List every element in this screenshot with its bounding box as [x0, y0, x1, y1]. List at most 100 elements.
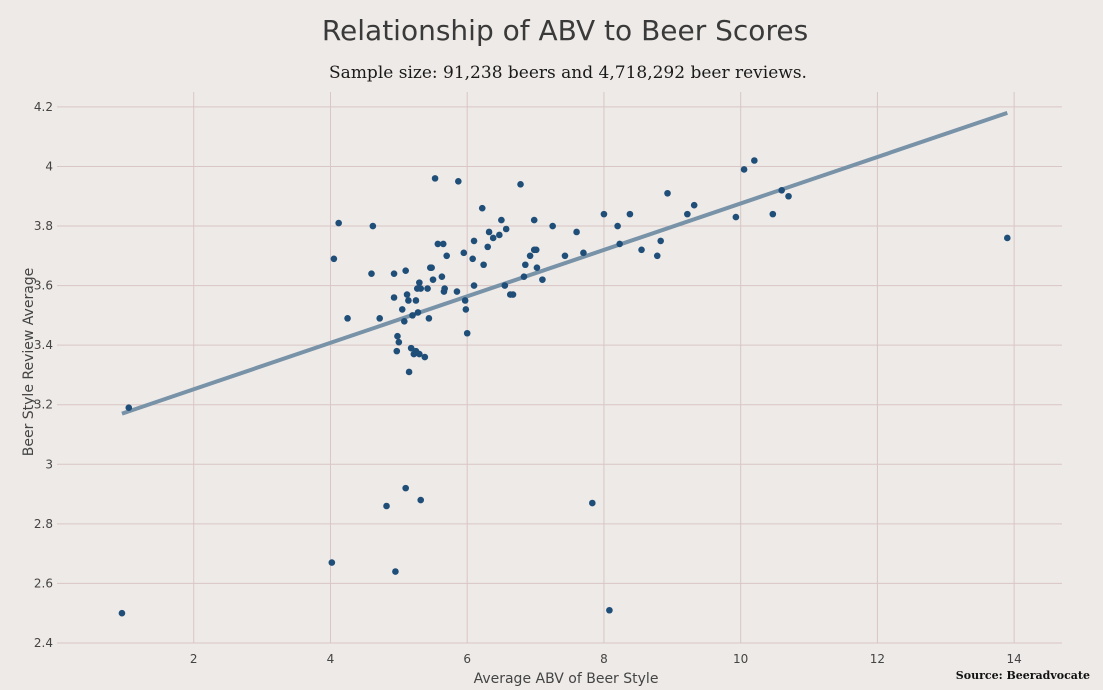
data-point — [778, 186, 785, 194]
data-point — [390, 270, 398, 277]
data-point — [383, 502, 390, 510]
data-point — [402, 267, 409, 275]
data-point — [462, 306, 470, 313]
source-note: Source: Beeradvocate — [955, 669, 1090, 682]
chart-title: Relationship of ABV to Beer Scores — [321, 14, 809, 47]
y-tick-label: 2.8 — [34, 517, 53, 531]
trendline-group — [121, 110, 1008, 416]
data-point — [398, 306, 406, 313]
data-point — [443, 252, 450, 260]
x-tick-label: 10 — [733, 652, 748, 666]
data-point — [425, 315, 433, 322]
data-point — [416, 350, 423, 358]
data-point — [526, 252, 534, 260]
data-point — [461, 297, 469, 304]
tick-labels: 2.4 2.6 2.8 3 3.2 3.4 3.6 3.8 4 4.2 2 4 6 8 10 12 14 — [34, 100, 1022, 666]
data-point — [484, 243, 492, 251]
data-point — [653, 252, 661, 260]
data-point — [589, 499, 596, 507]
data-point — [328, 559, 336, 566]
data-point — [496, 231, 503, 239]
x-axis-title: Average ABV of Beer Style — [474, 671, 659, 687]
data-point — [409, 312, 416, 319]
x-tick-label: 4 — [327, 652, 335, 666]
data-point — [751, 157, 758, 164]
data-point — [573, 228, 580, 236]
data-point — [522, 261, 529, 269]
trendline — [121, 110, 1008, 416]
data-point — [740, 166, 748, 173]
y-tick-label: 3.2 — [34, 398, 53, 412]
y-tick-label: 4 — [45, 159, 53, 173]
data-point — [539, 276, 546, 283]
data-point — [407, 344, 415, 352]
data-point — [416, 279, 423, 286]
data-point — [549, 222, 556, 230]
data-point — [732, 213, 740, 221]
data-point — [561, 252, 569, 260]
data-point — [438, 273, 446, 280]
data-point — [376, 315, 383, 322]
data-point — [118, 609, 126, 617]
data-point — [414, 309, 422, 316]
data-point — [441, 285, 448, 292]
data-point — [417, 496, 425, 504]
data-point — [614, 222, 621, 230]
data-point — [439, 240, 447, 248]
data-point — [478, 204, 486, 212]
data-point — [368, 270, 375, 277]
chart-subtitle: Sample size: 91,238 beers and 4,718,292 … — [329, 63, 807, 83]
data-point — [390, 294, 398, 301]
y-tick-label: 3.4 — [34, 338, 53, 352]
data-point — [393, 347, 401, 355]
x-tick-label: 2 — [190, 652, 198, 666]
data-point — [402, 484, 409, 492]
data-point — [401, 318, 408, 325]
data-point — [657, 237, 664, 245]
data-point — [533, 264, 541, 272]
data-point — [335, 219, 342, 227]
data-point — [344, 315, 351, 322]
data-point — [125, 404, 133, 412]
data-point — [469, 255, 476, 263]
data-point — [330, 255, 338, 263]
data-point — [434, 240, 442, 248]
data-point — [455, 178, 462, 185]
y-tick-label: 2.4 — [34, 636, 53, 650]
x-tick-label: 14 — [1007, 652, 1022, 666]
data-point — [530, 216, 538, 224]
x-tick-label: 12 — [870, 652, 885, 666]
y-tick-label: 3.8 — [34, 219, 53, 233]
x-tick-label: 8 — [600, 652, 608, 666]
data-point — [424, 285, 431, 292]
data-point — [684, 210, 691, 218]
data-point — [485, 228, 493, 236]
y-axis-title: Beer Style Review Average — [21, 268, 37, 457]
data-point — [1004, 234, 1011, 242]
data-points — [118, 157, 1011, 617]
data-point — [616, 240, 623, 248]
data-point — [580, 249, 587, 257]
data-point — [431, 175, 439, 182]
data-point — [489, 234, 497, 242]
data-point — [453, 288, 461, 295]
x-tick-label: 6 — [463, 652, 471, 666]
data-point — [470, 282, 478, 289]
data-point — [606, 606, 613, 614]
data-point — [428, 264, 435, 272]
grid-lines — [57, 92, 1062, 644]
data-point — [429, 276, 437, 283]
data-point — [405, 297, 412, 304]
data-point — [532, 246, 540, 254]
data-point — [395, 338, 403, 346]
data-point — [394, 332, 401, 340]
data-point — [417, 285, 425, 292]
y-tick-label: 4.2 — [34, 100, 53, 114]
data-point — [412, 297, 420, 304]
data-point — [520, 273, 528, 280]
data-point — [480, 261, 487, 269]
data-point — [498, 216, 505, 224]
data-point — [502, 225, 510, 233]
data-point — [626, 210, 634, 218]
